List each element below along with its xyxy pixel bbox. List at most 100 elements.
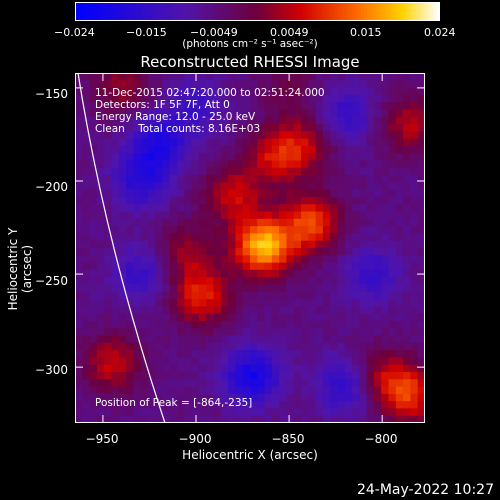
heatmap-cell — [388, 357, 397, 366]
heatmap-cell — [410, 175, 419, 183]
heatmap-cell — [118, 401, 127, 409]
heatmap-cell — [104, 196, 112, 205]
heatmap-cell — [308, 320, 317, 329]
heatmap-cell — [352, 269, 360, 278]
heatmap-cell — [301, 342, 309, 351]
heatmap-cell — [410, 328, 419, 336]
heatmap-cell — [184, 415, 193, 423]
heatmap-cell — [198, 284, 207, 293]
heatmap-cell — [286, 328, 295, 336]
heatmap-cell — [403, 167, 411, 176]
heatmap-cell — [271, 291, 280, 300]
heatmap-cell — [198, 73, 207, 81]
heatmap-cell — [140, 371, 149, 380]
heatmap-cell — [111, 379, 120, 388]
heatmap-cell — [264, 87, 273, 96]
heatmap-cell — [403, 379, 411, 388]
heatmap-cell — [242, 371, 251, 380]
heatmap-cell — [191, 182, 200, 191]
heatmap-cell — [264, 269, 273, 278]
heatmap-cell — [366, 94, 375, 103]
heatmap-cell — [293, 211, 302, 220]
heatmap-cell — [104, 233, 112, 242]
heatmap-cell — [155, 313, 163, 322]
heatmap-cell — [111, 109, 120, 118]
heatmap-cell — [257, 342, 266, 351]
heatmap-cell — [403, 291, 411, 300]
colorbar-segment — [367, 2, 371, 21]
heatmap-cell — [403, 335, 411, 344]
heatmap-cell — [184, 291, 193, 300]
heatmap-cell — [403, 226, 411, 234]
heatmap-cell — [403, 350, 411, 358]
heatmap-cell — [403, 182, 411, 191]
heatmap-cell — [140, 364, 149, 373]
heatmap-cell — [191, 386, 200, 395]
heatmap-cell — [286, 350, 295, 358]
heatmap-cell — [417, 401, 425, 409]
heatmap-cell — [198, 218, 207, 227]
heatmap-cell — [279, 226, 287, 234]
heatmap-cell — [213, 80, 222, 89]
heatmap-cell — [96, 226, 105, 234]
heatmap-cell — [96, 401, 105, 409]
heatmap-cell — [388, 248, 397, 256]
heatmap-cell — [308, 102, 317, 110]
heatmap-cell — [75, 196, 83, 205]
heatmap-cell — [417, 233, 425, 242]
heatmap-cell — [388, 218, 397, 227]
heatmap-cell — [140, 80, 149, 89]
heatmap-cell — [126, 116, 134, 125]
heatmap-cell — [301, 371, 309, 380]
heatmap-cell — [330, 299, 338, 307]
heatmap-cell — [322, 371, 331, 380]
heatmap-cell — [111, 350, 120, 358]
heatmap-cell — [133, 371, 142, 380]
colorbar-segment — [141, 2, 146, 21]
heatmap-cell — [242, 306, 251, 315]
heatmap-cell — [271, 218, 280, 227]
heatmap-cell — [301, 408, 309, 417]
colorbar-segment — [111, 2, 116, 21]
heatmap-cell — [381, 350, 390, 358]
heatmap-cell — [75, 167, 83, 176]
heatmap-cell — [315, 131, 324, 140]
heatmap-cell — [126, 204, 134, 213]
heatmap-cell — [191, 94, 200, 103]
heatmap-cell — [279, 306, 287, 315]
heatmap-cell — [75, 87, 83, 96]
colorbar-segment — [242, 2, 246, 21]
heatmap-cell — [206, 211, 215, 220]
heatmap-cell — [373, 408, 382, 417]
heatmap-cell — [264, 211, 273, 220]
heatmap-cell — [133, 342, 142, 351]
heatmap-cell — [206, 189, 215, 198]
heatmap-cell — [104, 182, 112, 191]
heatmap-cell — [322, 124, 331, 132]
heatmap-cell — [264, 175, 273, 183]
heatmap-cell — [395, 350, 404, 358]
heatmap-cell — [301, 102, 309, 110]
heatmap-cell — [133, 240, 142, 249]
heatmap-cell — [337, 269, 346, 278]
heatmap-cell — [264, 145, 273, 154]
info-detectors: Detectors: 1F 5F 7F, Att 0 — [95, 99, 230, 111]
heatmap-cell — [242, 357, 251, 366]
heatmap-cell — [308, 386, 317, 395]
heatmap-cell — [184, 73, 193, 81]
heatmap-cell — [257, 255, 266, 264]
heatmap-cell — [322, 160, 331, 169]
heatmap-cell — [388, 342, 397, 351]
heatmap-cell — [337, 328, 346, 336]
heatmap-cell — [162, 131, 171, 140]
heatmap-cell — [82, 364, 91, 373]
heatmap-cell — [206, 131, 215, 140]
heatmap-cell — [279, 240, 287, 249]
heatmap-cell — [271, 138, 280, 147]
colorbar-segment — [178, 2, 183, 21]
heatmap-cell — [286, 233, 295, 242]
heatmap-cell — [315, 277, 324, 285]
heatmap-cell — [352, 211, 360, 220]
heatmap-cell — [417, 153, 425, 161]
heatmap-cell — [403, 248, 411, 256]
